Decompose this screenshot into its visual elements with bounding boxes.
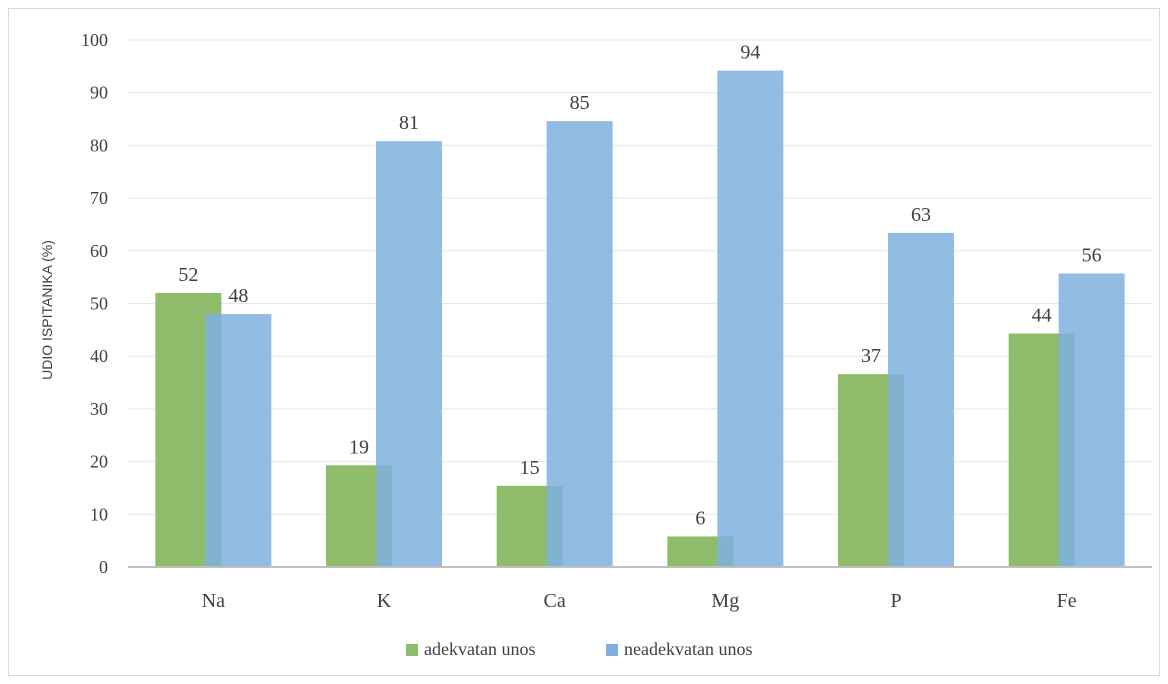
data-label: 19 <box>349 436 369 458</box>
bar-inadequate <box>205 314 272 567</box>
legend-label: neadekvatan unos <box>624 639 752 659</box>
x-tick-label: P <box>890 590 901 612</box>
legend-label: adekvatan unos <box>424 639 535 659</box>
y-tick-label: 60 <box>90 241 108 261</box>
y-tick-label: 90 <box>90 83 108 103</box>
data-label: 6 <box>695 507 705 529</box>
x-tick-label: Ca <box>544 590 566 612</box>
x-tick-label: Fe <box>1057 590 1077 612</box>
bars <box>155 70 1125 568</box>
legend-swatch <box>406 644 418 656</box>
x-tick-label: K <box>377 590 392 612</box>
gridlines <box>128 39 1152 515</box>
data-label: 44 <box>1032 305 1052 327</box>
data-label: 15 <box>520 457 540 479</box>
legend-swatch <box>606 644 618 656</box>
bar-inadequate <box>888 232 954 567</box>
y-tick-label: 20 <box>90 452 108 472</box>
y-tick-label: 70 <box>90 188 108 208</box>
bar-inadequate <box>376 141 442 567</box>
data-label: 81 <box>399 112 419 134</box>
y-tick-label: 100 <box>81 30 108 50</box>
y-tick-label: 50 <box>90 294 108 314</box>
y-tick-label: 40 <box>90 346 108 366</box>
data-label: 48 <box>228 285 248 307</box>
x-tick-label: Mg <box>711 590 739 612</box>
y-tick-label: 80 <box>90 135 108 155</box>
data-label: 56 <box>1082 244 1102 266</box>
legend: adekvatan unos neadekvatan unos <box>406 639 752 659</box>
y-tick-label: 30 <box>90 399 108 419</box>
axes: 0 10 20 30 40 50 60 70 80 90 100 Na K Ca Mg P Fe <box>81 30 1152 612</box>
data-label: 63 <box>911 204 931 226</box>
data-label: 52 <box>178 264 198 286</box>
bar-inadequate <box>546 121 613 568</box>
x-tick-label: Na <box>202 590 225 612</box>
y-tick-label: 0 <box>99 557 108 577</box>
bar-inadequate <box>1058 273 1125 567</box>
data-label: 85 <box>570 92 590 114</box>
data-labels: 52 48 19 81 15 85 6 94 37 63 44 56 <box>178 42 1101 530</box>
data-label: 37 <box>861 345 881 367</box>
y-tick-label: 10 <box>90 504 108 524</box>
bar-inadequate <box>717 70 784 567</box>
data-label: 94 <box>740 42 760 64</box>
y-axis-title: UDIO ISPITANIKA (%) <box>39 240 55 380</box>
